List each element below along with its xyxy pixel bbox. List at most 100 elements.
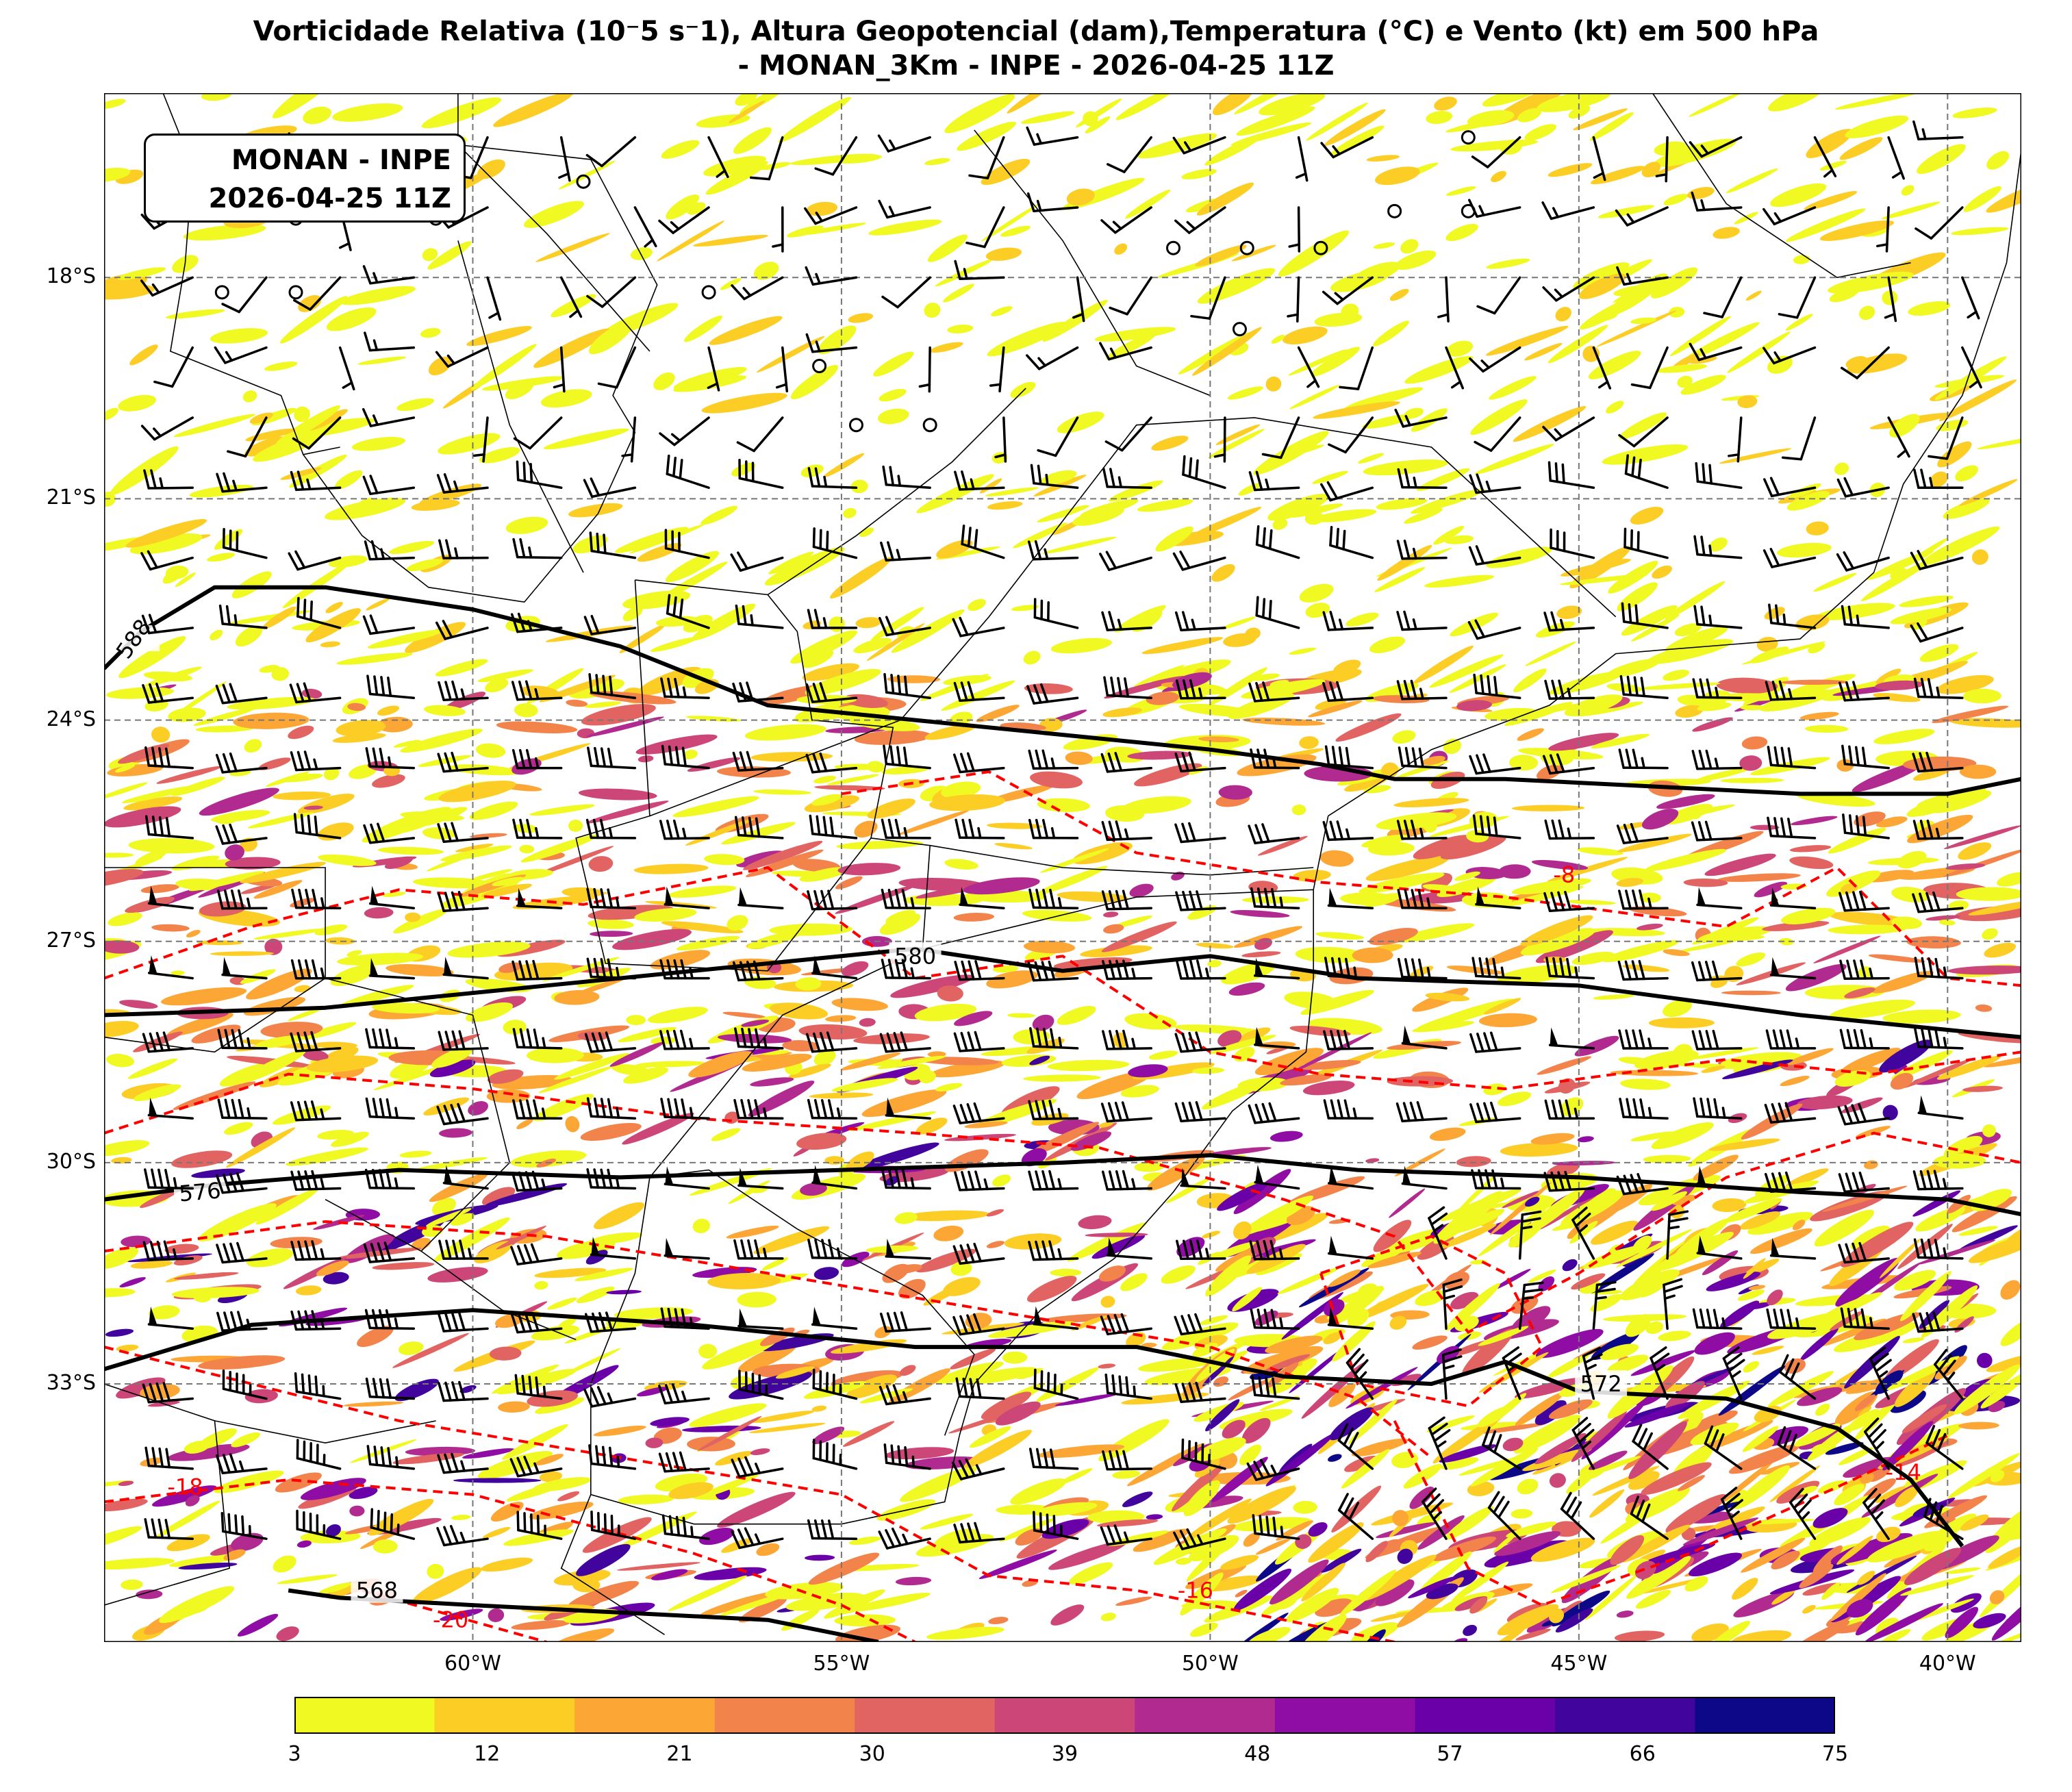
wind-barb [885,1097,931,1120]
vorticity-cell [1104,805,1145,822]
wind-barb [1255,596,1300,629]
vorticity-cell [1125,189,1171,219]
vorticity-cell [1217,1030,1242,1048]
vorticity-cell [568,819,583,832]
vorticity-cell [343,1401,404,1407]
wind-barb [1072,276,1085,323]
vorticity-cell [635,1061,705,1068]
vorticity-cell [1361,1554,1437,1601]
wind-barb [738,459,784,490]
vorticity-cell [116,1344,139,1352]
vorticity-cell [1705,1506,1765,1534]
wind-barb [1288,206,1301,253]
vorticity-cell [1365,1541,1388,1563]
wind-barb [588,673,637,700]
vorticity-cell [1791,816,1838,826]
colorbar-segment [1484,1697,1556,1734]
vorticity-cell [1900,1575,1975,1596]
wind-barb [140,276,194,297]
vorticity-cell [1900,1271,1951,1322]
vorticity-cell [1690,1422,1739,1446]
wind-barb [1763,206,1817,226]
vorticity-cell [1645,848,1727,872]
vorticity-cell [1446,186,1476,196]
vorticity-cell [1050,1604,1085,1626]
wind-barb [511,959,563,981]
vorticity-cell [1070,1131,1112,1151]
vorticity-cell [1797,1387,1843,1406]
vorticity-cell [1836,759,1854,772]
vorticity-cell [1183,1498,1252,1542]
vorticity-cell [881,1059,903,1068]
vorticity-cell [1502,1191,1539,1209]
vorticity-cell [455,844,494,853]
vorticity-cell [447,764,520,776]
wind-barb [883,744,931,770]
vorticity-cell [1489,376,1537,400]
vorticity-cell [1042,299,1108,342]
vorticity-cell [1247,1626,1291,1642]
wind-barb [661,744,710,770]
contour-label-background [351,1576,403,1603]
wind-barb [147,885,194,909]
vorticity-cell [1365,855,1450,881]
vorticity-cell [1858,1406,1872,1417]
vorticity-cell [1298,1059,1361,1070]
vorticity-cell [944,859,978,870]
vorticity-cell [392,1333,469,1368]
vorticity-cell [1502,1437,1524,1452]
border-line [1328,145,2021,817]
wind-barb [1548,1027,1595,1050]
vorticity-cell [933,1225,964,1241]
wind-barb [1248,681,1300,703]
vorticity-cell [738,1598,787,1623]
wind-barb [807,467,858,490]
wind-barb [1728,416,1743,463]
vorticity-cell [1960,1514,1989,1531]
vorticity-cell [985,247,1022,261]
vorticity-cell [171,1150,233,1168]
vorticity-cell [1432,1536,1497,1561]
vorticity-cell [1651,1191,1688,1211]
vorticity-cell [226,1127,296,1168]
vorticity-cell [1446,340,1474,357]
vorticity-cell [505,516,548,534]
vorticity-cell [709,316,783,345]
wind-barb [217,1028,268,1050]
vorticity-cell [1677,375,1693,388]
vorticity-cell [289,454,347,488]
vorticity-cell [717,1491,796,1528]
vorticity-cell [1882,290,1898,305]
vorticity-cell [772,870,832,877]
wind-barb [659,959,710,980]
vorticity-cell [198,1355,286,1370]
vorticity-cell [1958,842,1992,860]
vorticity-cell [963,877,1040,895]
vorticity-cell [424,705,466,716]
vorticity-cell [1902,538,1948,568]
vorticity-cell [233,712,309,729]
wind-barb [1394,408,1448,428]
vorticity-cell [1989,1590,2005,1604]
wind-barb [216,889,268,910]
vorticity-cell [201,93,232,101]
vorticity-cell [1365,1158,1380,1163]
geopotential-contour-588 [104,585,2021,796]
longitude-label: 40°W [1919,1652,1976,1676]
vorticity-cell [298,294,322,312]
vorticity-cell [1289,1025,1351,1037]
vorticity-cell [929,794,1006,811]
vorticity-cell [1786,490,1830,511]
vorticity-cell [1828,827,1886,854]
vorticity-cell [1651,1122,1714,1150]
vorticity-cell [1656,794,1715,809]
vorticity-cell [1628,1421,1687,1480]
vorticity-cell [1819,160,1847,171]
vorticity-cell [915,1118,948,1135]
vorticity-cell [1010,381,1036,399]
vorticity-cell [1389,288,1409,301]
vorticity-cell [947,325,974,333]
vorticity-cell [1344,777,1388,792]
vorticity-cell [551,1628,615,1642]
vorticity-cell [1959,764,1997,779]
